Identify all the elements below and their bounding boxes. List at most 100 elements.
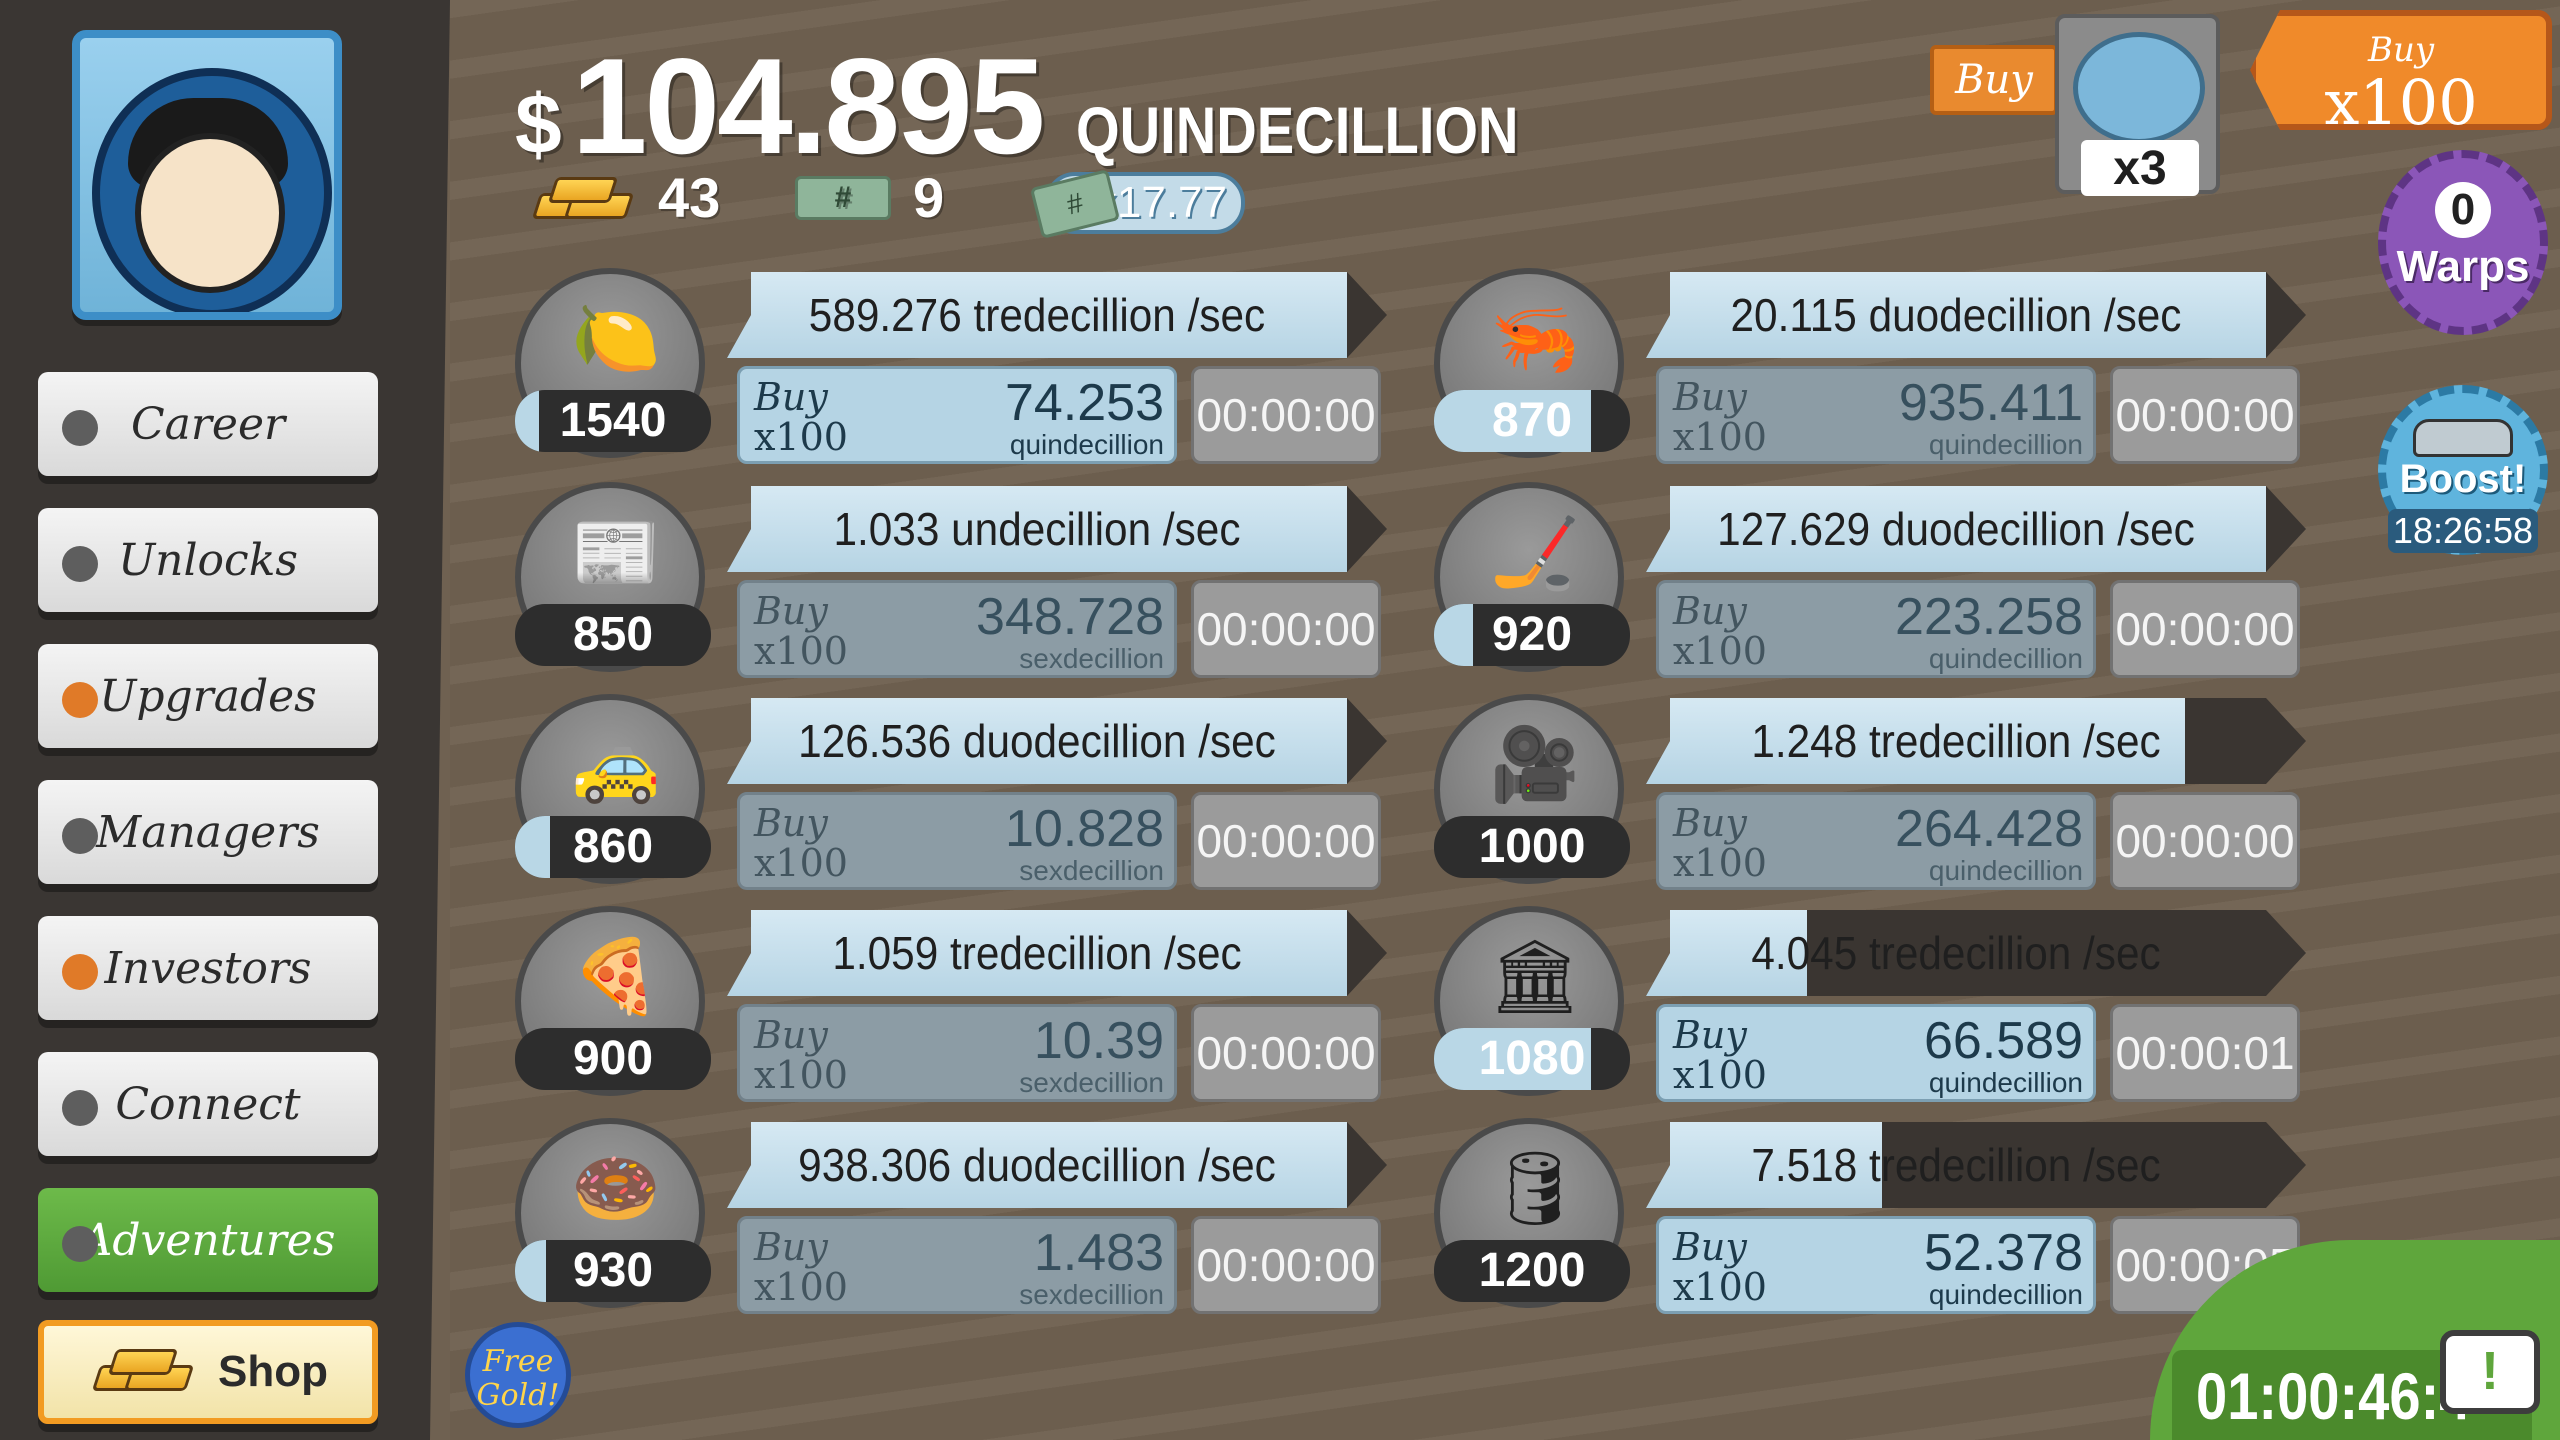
cycle-timer: 00:00:00 (2110, 792, 2300, 890)
session-timer: 01:00:46:4 (2196, 1359, 2471, 1433)
buy-business-button[interactable]: Buy x100 74.253 quindecillion (737, 366, 1177, 464)
buy-cost-unit: sexdecillion (1019, 1279, 1164, 1310)
business-row: 🍋 1540 589.276 tredecillion /sec Buy x10… (515, 268, 1415, 468)
boost-time: 18:26:58 (2388, 509, 2538, 553)
owned-count: 850 (515, 604, 711, 666)
boost-button[interactable]: Boost! 18:26:58 (2378, 385, 2548, 555)
cycle-timer: 00:00:01 (2110, 1004, 2300, 1102)
revenue-rate: 1.033 undecillion /sec (833, 503, 1241, 555)
car-icon: 🚕 (571, 725, 661, 805)
buy-news-button[interactable]: Buy (1930, 45, 2058, 115)
buy-business-button[interactable]: Buy x100 66.589 quindecillion (1656, 1004, 2096, 1102)
buy-cost-unit: quindecillion (1928, 429, 2083, 460)
revenue-bar: 7.518 tredecillion /sec (1646, 1122, 2306, 1208)
buy-amount-toggle[interactable]: Buy x100 (2250, 10, 2552, 130)
megabucks-stat: # 9 (795, 165, 944, 230)
cycle-timer: 00:00:00 (1191, 366, 1381, 464)
buy-business-button[interactable]: Buy x100 10.828 sexdecillion (737, 792, 1177, 890)
avatar[interactable] (72, 30, 342, 320)
revenue-rate: 126.536 duodecillion /sec (798, 715, 1276, 767)
multiplier-pill: # x17.77 (1029, 169, 1245, 239)
buy-quantity: x100 (754, 1053, 848, 1097)
status-dot (62, 954, 98, 990)
revenue-progress-fill (1646, 698, 2186, 784)
revenue-progress-fill (727, 486, 1347, 572)
cycle-timer: 00:00:00 (1191, 792, 1381, 890)
car-icon (2413, 419, 2513, 457)
owned-progress-fill (515, 816, 551, 878)
revenue-bar: 4.045 tredecillion /sec (1646, 910, 2306, 996)
business-row: 🏒 920 127.629 duodecillion /sec Buy x100… (1434, 482, 2334, 682)
cycle-timer: 00:00:00 (1191, 1004, 1381, 1102)
buy-quantity: x100 (1673, 415, 1767, 459)
buy-quantity: x100 (1673, 841, 1767, 885)
owned-progress-fill (1434, 390, 1591, 452)
buy-label: Buy (1673, 1225, 1747, 1269)
revenue-rate: 7.518 tredecillion /sec (1751, 1139, 2161, 1191)
revenue-rate: 4.045 tredecillion /sec (1751, 927, 2161, 979)
sidebar-item-label: Investors (104, 942, 312, 994)
sidebar-item-managers[interactable]: Managers (38, 780, 378, 884)
owned-count-value: 1000 (1478, 820, 1586, 873)
warps-button[interactable]: 0 Warps (2378, 150, 2548, 335)
newspaper-icon (2073, 32, 2205, 144)
money-display: $ 104.895 QUINDECILLION (515, 28, 1597, 184)
sidebar-item-upgrades[interactable]: Upgrades (38, 644, 378, 748)
buy-cost-unit: quindecillion (1009, 429, 1164, 460)
pizza-icon: 🍕 (571, 937, 661, 1017)
business-row: 📰 850 1.033 undecillion /sec Buy x100 34… (515, 482, 1415, 682)
revenue-bar: 1.248 tredecillion /sec (1646, 698, 2306, 784)
buy-business-button[interactable]: Buy x100 264.428 quindecillion (1656, 792, 2096, 890)
owned-count-value: 1540 (559, 394, 667, 447)
buy-business-button[interactable]: Buy x100 935.411 quindecillion (1656, 366, 2096, 464)
revenue-bar: 126.536 duodecillion /sec (727, 698, 1387, 784)
revenue-progress-fill (727, 272, 1347, 358)
sidebar-item-investors[interactable]: Investors (38, 916, 378, 1020)
news-multiplier-box[interactable]: x3 (2055, 14, 2220, 196)
business-row: 🍩 930 938.306 duodecillion /sec Buy x100… (515, 1118, 1415, 1318)
revenue-rate: 938.306 duodecillion /sec (798, 1139, 1276, 1191)
buy-business-button[interactable]: Buy x100 223.258 quindecillion (1656, 580, 2096, 678)
gold-bars-icon (88, 1347, 198, 1397)
revenue-bar: 1.059 tredecillion /sec (727, 910, 1387, 996)
revenue-progress-fill (1646, 272, 2266, 358)
buy-quantity: x100 (1673, 629, 1767, 673)
session-timer-panel[interactable]: 01:00:46:4 ! (2150, 1240, 2560, 1440)
cycle-timer: 00:00:00 (1191, 1216, 1381, 1314)
shop-button[interactable]: Shop (38, 1320, 378, 1424)
business-row: 🏛 1080 4.045 tredecillion /sec Buy x100 … (1434, 906, 2334, 1106)
sidebar-item-label: Managers (96, 806, 320, 858)
business-row: 🎥 1000 1.248 tredecillion /sec Buy x100 … (1434, 694, 2334, 894)
buy-amount-bottom: x100 (2324, 66, 2478, 139)
revenue-rate: 1.248 tredecillion /sec (1751, 715, 2161, 767)
free-gold-label: Free Gold! (476, 1344, 560, 1413)
business-row: 🦐 870 20.115 duodecillion /sec Buy x100 … (1434, 268, 2334, 468)
owned-count: 920 (1434, 604, 1630, 666)
owned-progress-fill (515, 1240, 547, 1302)
buy-quantity: x100 (1673, 1265, 1767, 1309)
buy-business-button[interactable]: Buy x100 10.39 sexdecillion (737, 1004, 1177, 1102)
tv-alert-icon: ! (2440, 1330, 2540, 1414)
sidebar-item-unlocks[interactable]: Unlocks (38, 508, 378, 612)
owned-progress-fill (1434, 1028, 1591, 1090)
buy-cost: 935.411 (1898, 374, 2083, 432)
buy-business-button[interactable]: Buy x100 348.728 sexdecillion (737, 580, 1177, 678)
revenue-rate: 20.115 duodecillion /sec (1730, 289, 2182, 341)
revenue-progress-fill (727, 698, 1347, 784)
sidebar-item-label: Career (130, 398, 286, 450)
sidebar-item-connect[interactable]: Connect (38, 1052, 378, 1156)
buy-cost-unit: quindecillion (1928, 1067, 2083, 1098)
cycle-timer: 00:00:00 (2110, 366, 2300, 464)
owned-count: 1000 (1434, 816, 1630, 878)
revenue-progress-fill (727, 910, 1347, 996)
free-gold-button[interactable]: Free Gold! (465, 1322, 571, 1428)
status-dot (62, 682, 98, 718)
buy-quantity: x100 (754, 841, 848, 885)
gold-stat: 43 (528, 165, 720, 230)
buy-business-button[interactable]: Buy x100 52.378 quindecillion (1656, 1216, 2096, 1314)
revenue-bar: 938.306 duodecillion /sec (727, 1122, 1387, 1208)
sidebar-item-career[interactable]: Career (38, 372, 378, 476)
sidebar-item-adventures[interactable]: Adventures (38, 1188, 378, 1292)
buy-business-button[interactable]: Buy x100 1.483 sexdecillion (737, 1216, 1177, 1314)
status-dot (62, 818, 98, 854)
